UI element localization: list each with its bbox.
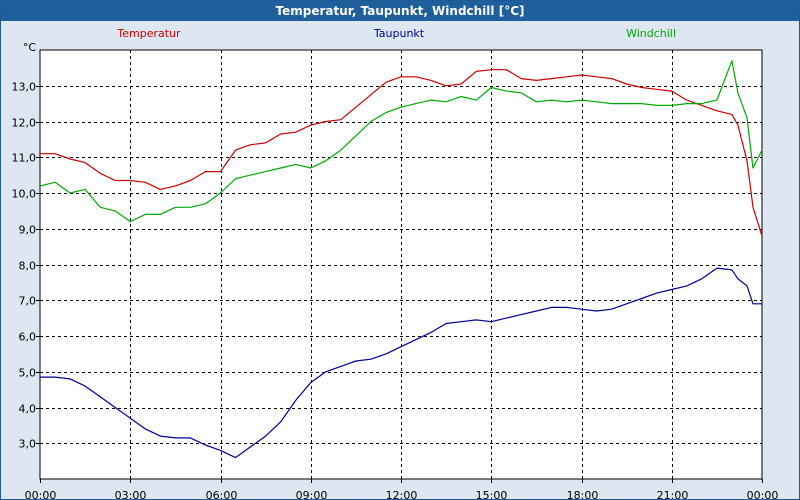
y-tick-label: 5,0 (19, 367, 37, 380)
y-tick-label: 7,0 (19, 295, 37, 308)
plot-area (39, 49, 763, 480)
tick-marks (36, 86, 763, 483)
y-tick-label: 9,0 (19, 224, 37, 237)
series-lines (39, 60, 763, 459)
legend: Temperatur Taupunkt Windchill (116, 27, 676, 40)
x-tick-time-label: 00:00 (747, 489, 779, 499)
y-tick-label: 12,0 (12, 117, 37, 130)
y-axis-unit-label: °C (23, 41, 37, 54)
legend-label-taupunkt: Taupunkt (373, 27, 425, 40)
x-tick-time-label: 09:00 (296, 489, 328, 499)
chart-canvas: 3,0 4,0 5,0 6,0 7,0 8,0 9,0 10,0 11,0 12,0 13,0 °C 0… (12, 27, 779, 499)
grid-lines (40, 50, 762, 479)
x-tick-time-label: 03:00 (115, 489, 147, 499)
y-tick-label: 6,0 (19, 331, 37, 344)
y-tick-label: 11,0 (12, 152, 37, 165)
window-title: Temperatur, Taupunkt, Windchill [°C] (1, 1, 799, 21)
series-line-windchill (39, 60, 763, 223)
series-line-temperatur (40, 69, 763, 237)
x-tick-time-label: 06:00 (206, 489, 238, 499)
x-tick-time-label: 00:00 (25, 489, 57, 499)
legend-label-temperatur: Temperatur (116, 27, 181, 40)
axis-labels: 3,0 4,0 5,0 6,0 7,0 8,0 9,0 10,0 11,0 12,0 13,0 °C 0… (12, 41, 779, 499)
y-tick-label: 8,0 (19, 260, 37, 273)
y-tick-label: 13,0 (12, 81, 37, 94)
x-tick-time-label: 15:00 (476, 489, 508, 499)
y-tick-label: 4,0 (19, 403, 37, 416)
x-tick-time-label: 18:00 (567, 489, 599, 499)
y-tick-label: 3,0 (19, 438, 37, 451)
x-tick-time-label: 21:00 (657, 489, 689, 499)
legend-label-windchill: Windchill (626, 27, 676, 40)
y-tick-label: 10,0 (12, 188, 37, 201)
x-tick-time-label: 12:00 (386, 489, 418, 499)
series-line-taupunkt (40, 267, 762, 459)
